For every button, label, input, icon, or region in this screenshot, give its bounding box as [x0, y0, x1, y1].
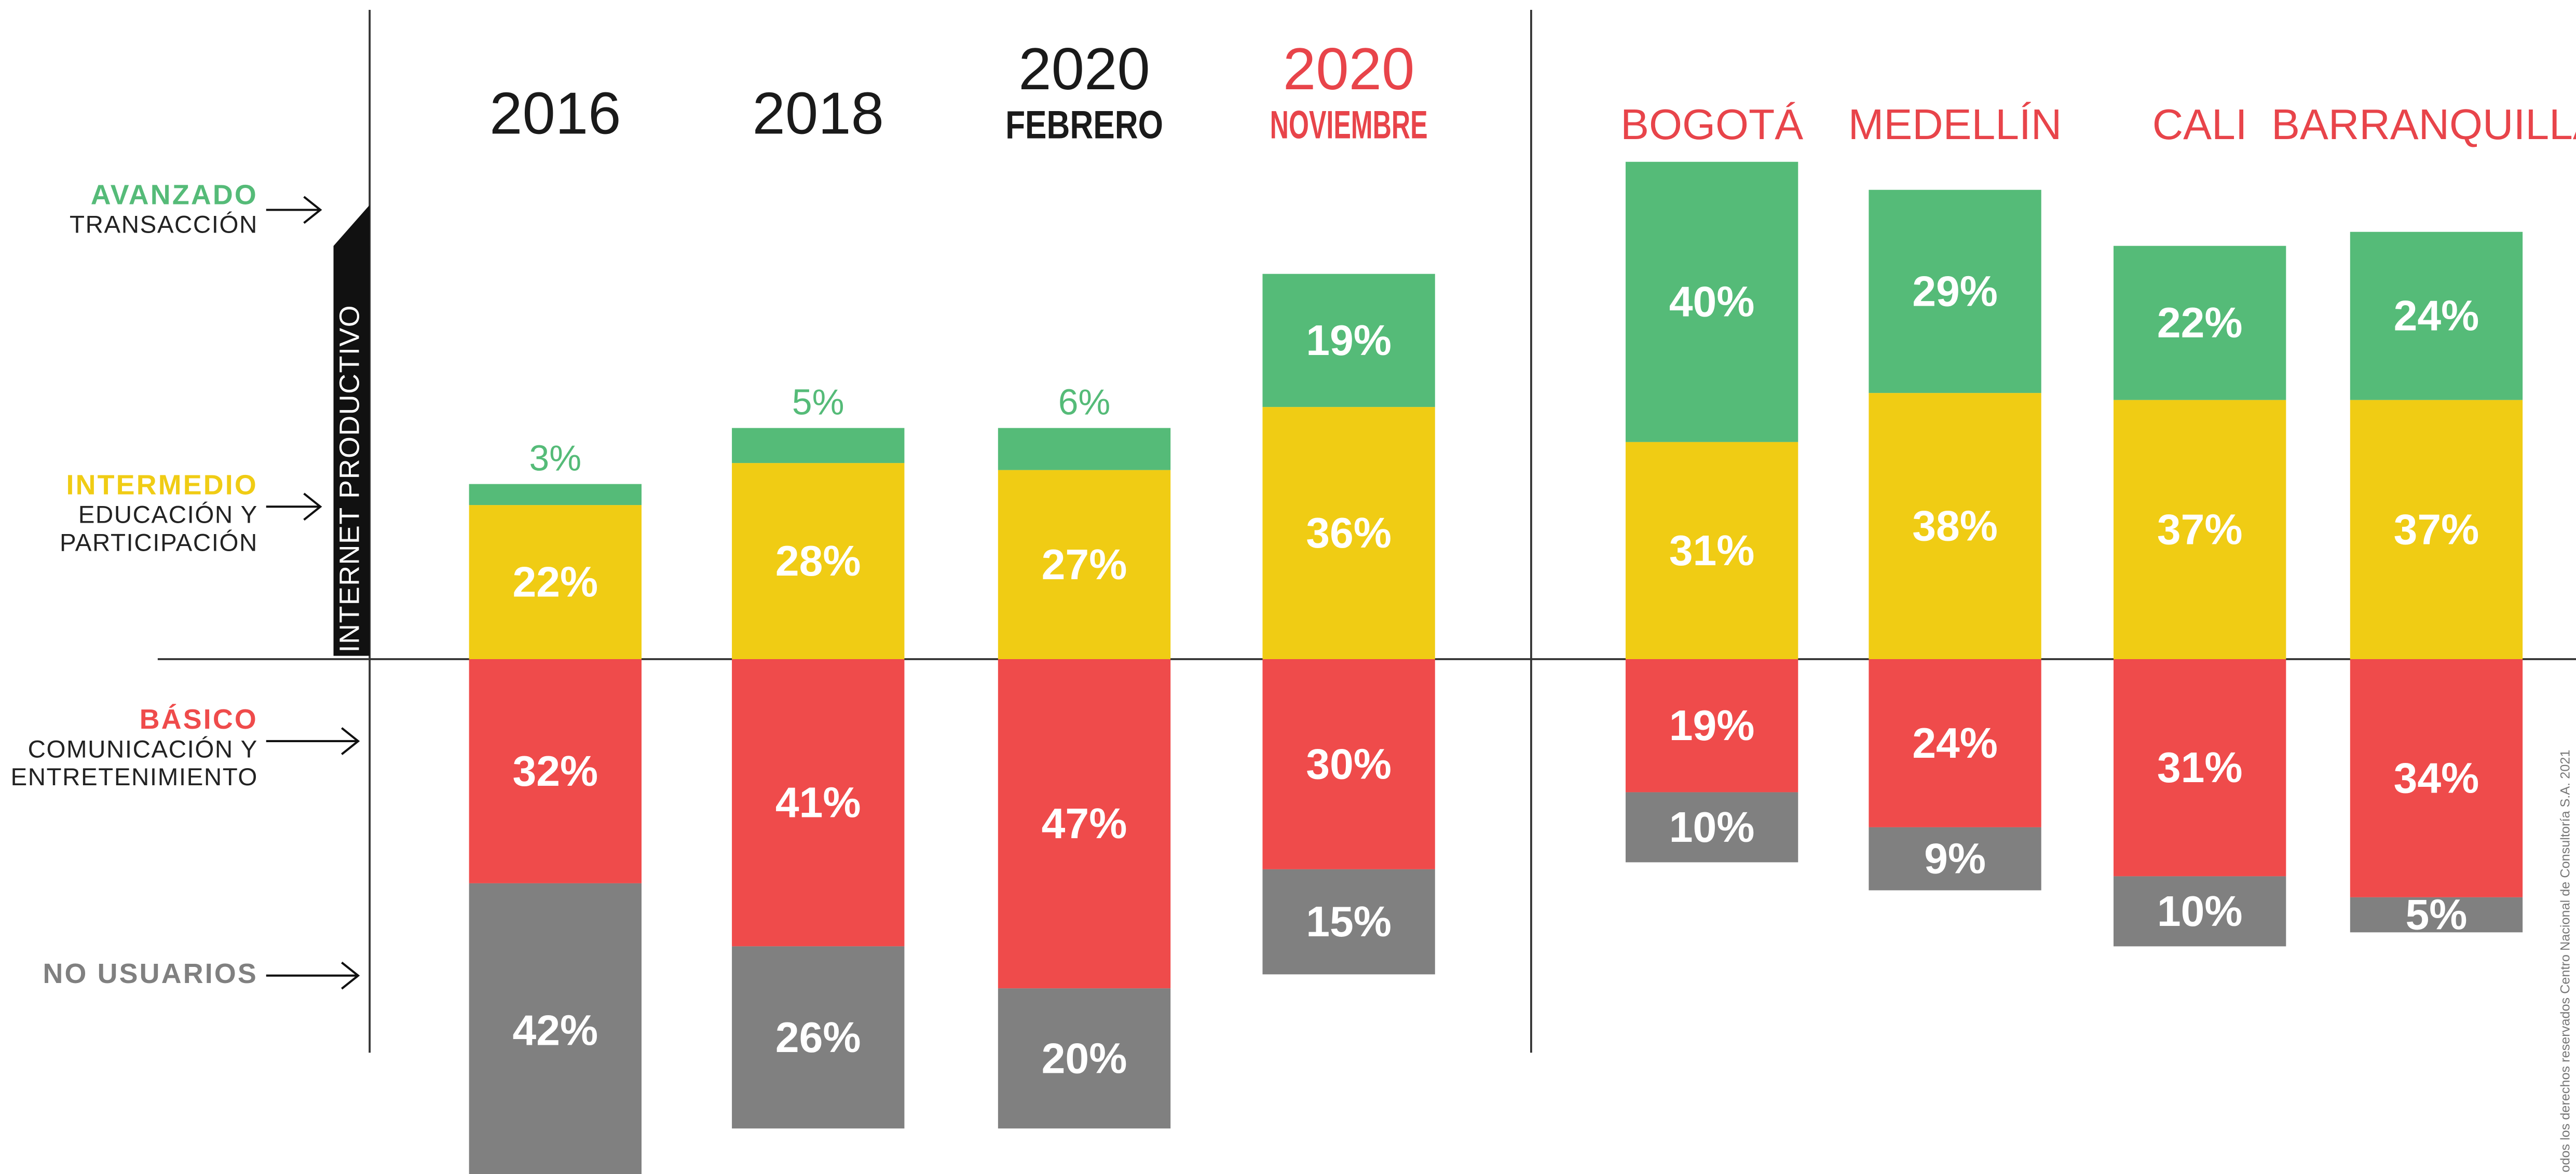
bar-segment — [732, 946, 905, 1129]
bar-segment — [469, 505, 642, 660]
data-label: 10% — [2157, 888, 2243, 935]
bar-segment — [998, 428, 1171, 470]
bar-segment — [2114, 400, 2286, 660]
data-label: 9% — [1924, 836, 1986, 883]
bar-segment — [1625, 659, 1798, 793]
data-label: 22% — [512, 559, 598, 606]
legend-arrow — [266, 493, 322, 521]
bar-segment — [1625, 442, 1798, 660]
category-label: MEDELLÍN — [1848, 101, 2062, 148]
legend-name: BÁSICO — [140, 704, 258, 735]
bar-segment — [1625, 161, 1798, 442]
legend-description: ENTRETENIMIENTO — [10, 763, 257, 791]
category-sublabel: FEBRERO — [1005, 103, 1163, 147]
data-label: 31% — [2157, 744, 2243, 791]
bar-segment — [2350, 659, 2523, 897]
bar-segment — [1262, 274, 1435, 407]
bar-segment — [732, 428, 905, 463]
data-label: 37% — [2157, 506, 2243, 553]
data-label: 24% — [2394, 293, 2479, 340]
bar-segment — [1262, 659, 1435, 869]
data-label: 27% — [1042, 541, 1127, 589]
bar-segment — [1869, 659, 2041, 827]
bar-segment — [998, 470, 1171, 660]
bar-segment — [2114, 876, 2286, 947]
category-label: 2020 — [1018, 36, 1150, 102]
legend-name: NO USUARIOS — [43, 958, 257, 989]
category-label: BARRANQUILLA — [2271, 101, 2576, 148]
legend-description: COMUNICACIÓN Y — [28, 735, 258, 763]
legend-arrow — [266, 727, 360, 755]
bar-segment — [2350, 231, 2523, 400]
data-label: 29% — [1912, 268, 1998, 316]
legend-description: EDUCACIÓN Y — [78, 501, 258, 529]
data-label: 32% — [512, 748, 598, 795]
data-label: 3% — [529, 438, 582, 479]
category-label: 2020 — [1283, 36, 1414, 102]
data-label: 24% — [1912, 720, 1998, 767]
data-label: 36% — [1306, 510, 1392, 557]
bar-segment — [998, 659, 1171, 989]
data-label: 6% — [1058, 382, 1111, 422]
bar-segment — [2350, 897, 2523, 933]
bar-segment — [1262, 407, 1435, 660]
data-label: 31% — [1669, 527, 1755, 575]
data-label: 5% — [2405, 892, 2467, 939]
category-label: 2018 — [753, 81, 884, 147]
data-label: 30% — [1306, 741, 1392, 788]
bar-segment — [1625, 792, 1798, 863]
productive-band — [333, 204, 370, 656]
bar-segment — [732, 659, 905, 947]
data-label: 38% — [1912, 503, 1998, 550]
data-label: 28% — [775, 538, 861, 585]
bar-segment — [2350, 400, 2523, 660]
data-label: 19% — [1306, 317, 1392, 364]
bar-segment — [998, 988, 1171, 1129]
bar-segment — [2114, 659, 2286, 877]
category-label: 2016 — [489, 81, 621, 147]
annotation: INTERNET PRODUCTIVO — [334, 305, 365, 652]
data-label: 15% — [1306, 898, 1392, 946]
legend-arrow — [266, 961, 360, 990]
data-label: 41% — [775, 780, 861, 827]
bar-segment — [1262, 869, 1435, 975]
data-label: 22% — [2157, 299, 2243, 347]
bar-segment — [1869, 827, 2041, 891]
legend-description: PARTICIPACIÓN — [60, 528, 258, 556]
bar-segment — [732, 463, 905, 660]
data-label: 5% — [792, 382, 844, 422]
bar-segment — [1869, 393, 2041, 660]
data-label: 42% — [512, 1007, 598, 1054]
category-label: BOGOTÁ — [1620, 101, 1803, 148]
data-label: 19% — [1669, 702, 1755, 749]
legend-name: AVANZADO — [91, 179, 258, 210]
bar-segment — [1869, 189, 2041, 393]
data-label: 34% — [2394, 755, 2479, 802]
copyright: odos los derechos reservados Centro Naci… — [2558, 750, 2573, 1172]
category-sublabel: NOVIEMBRE — [1270, 103, 1428, 147]
data-label: 37% — [2394, 506, 2479, 553]
bar-segment — [2114, 245, 2286, 400]
bar-segment — [469, 484, 642, 506]
legend-description: TRANSACCIÓN — [70, 211, 258, 239]
legend-arrow — [266, 196, 322, 224]
bar-segment — [469, 883, 642, 1174]
data-label: 26% — [775, 1014, 861, 1061]
legend-name: INTERMEDIO — [66, 470, 258, 501]
bar-segment — [469, 659, 642, 883]
data-label: 20% — [1042, 1035, 1127, 1082]
data-label: 47% — [1042, 800, 1127, 848]
data-label: 10% — [1669, 804, 1755, 851]
category-label: CALI — [2152, 101, 2247, 148]
data-label: 40% — [1669, 279, 1755, 326]
